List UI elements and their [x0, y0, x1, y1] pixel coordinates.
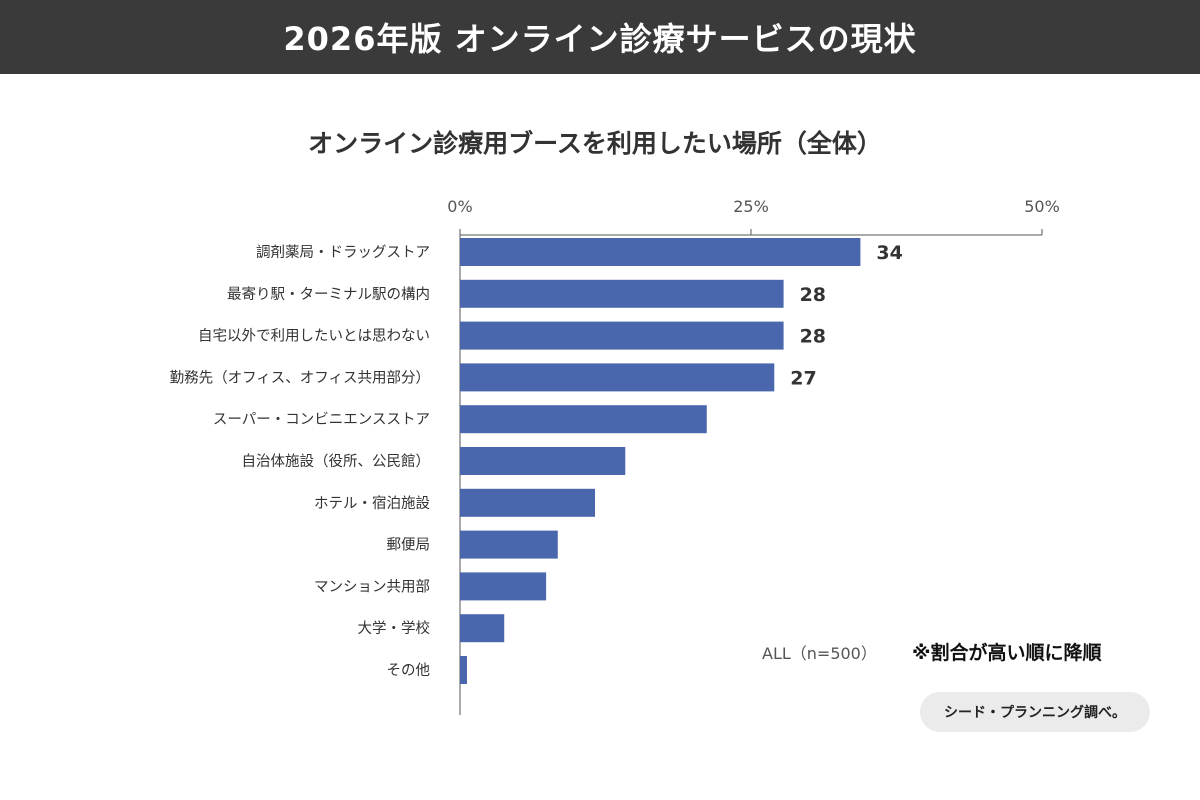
page-header: 2026年版 オンライン診療サービスの現状 — [0, 0, 1200, 74]
category-label: ホテル・宿泊施設 — [314, 495, 430, 512]
category-label: 大学・学校 — [358, 620, 431, 637]
chart-title: オンライン診療用ブースを利用したい場所（全体） — [308, 129, 882, 158]
x-tick-label: 0% — [447, 197, 472, 216]
sort-order-note: ※割合が高い順に降順 — [912, 642, 1102, 664]
category-label: 最寄り駅・ターミナル駅の構内 — [227, 285, 430, 303]
data-label: 27 — [790, 367, 816, 389]
bar — [460, 405, 707, 434]
bar — [460, 572, 547, 601]
bar — [460, 530, 558, 559]
data-label: 28 — [800, 284, 826, 306]
category-label: 勤務先（オフィス、オフィス共用部分） — [170, 369, 430, 386]
bar — [460, 321, 784, 350]
category-label: その他 — [387, 662, 431, 679]
data-label: 28 — [800, 326, 826, 348]
category-label: スーパー・コンビニエンスストア — [213, 411, 430, 428]
source-badge: シード・プランニング調べ。 — [920, 692, 1150, 732]
category-label: 自宅以外で利用したいとは思わない — [198, 328, 430, 345]
bar — [460, 363, 775, 392]
bar — [460, 279, 784, 308]
x-tick-label: 25% — [733, 197, 769, 216]
category-label: 自治体施設（役所、公民館） — [242, 453, 431, 470]
bar — [460, 447, 626, 475]
bar — [460, 238, 861, 266]
bar — [460, 488, 596, 517]
x-tick-label: 50% — [1024, 197, 1060, 216]
bar — [460, 614, 505, 643]
data-label: 34 — [876, 242, 902, 264]
category-label: マンション共用部 — [314, 578, 430, 595]
source-label: シード・プランニング調べ。 — [944, 705, 1126, 721]
sample-size-note: ALL（n=500） — [762, 644, 877, 663]
bar — [460, 656, 467, 684]
page-title: 2026年版 オンライン診療サービスの現状 — [283, 20, 917, 58]
category-label: 調剤薬局・ドラッグストア — [256, 244, 430, 261]
category-label: 郵便局 — [387, 537, 431, 554]
